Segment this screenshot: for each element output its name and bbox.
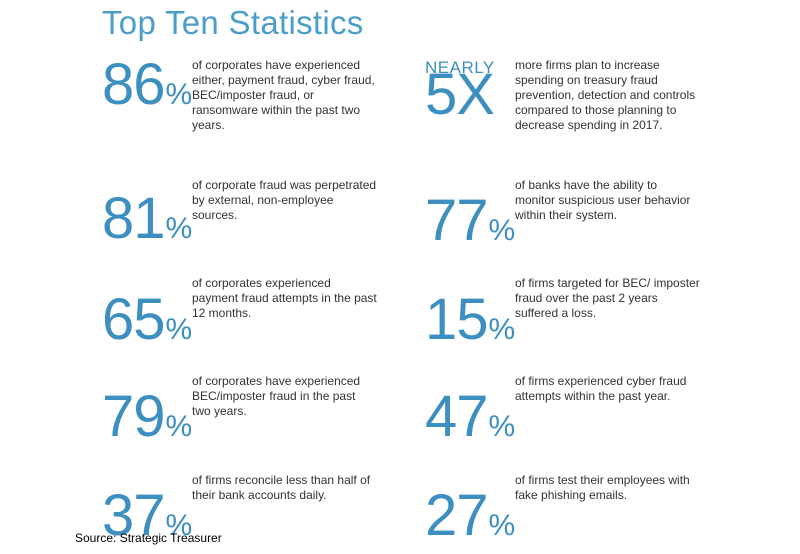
stat-item: 81% of corporate fraud was perpetrated b… [102, 178, 402, 258]
stat-description: of firms test their employees with fake … [515, 473, 690, 502]
stat-value: 65% [102, 291, 192, 349]
stat-description: of corporates experienced payment fraud … [192, 276, 377, 320]
stat-number: 79 [102, 384, 166, 449]
stat-item: 27% of firms test their employees with f… [425, 473, 725, 553]
source-credit: Source: Strategic Treasurer [75, 531, 222, 545]
stat-description: of firms targeted for BEC/ imposter frau… [515, 276, 700, 320]
stat-number: 86 [102, 52, 166, 117]
stat-unit: % [488, 509, 516, 542]
stat-value: 37% [102, 487, 192, 545]
stat-description: of corporates have experienced either, p… [192, 58, 375, 132]
stat-item: 37% of firms reconcile less than half of… [102, 473, 402, 553]
stat-description: of corporates have experienced BEC/impos… [192, 374, 361, 418]
stat-number: 77 [425, 188, 489, 253]
stat-description: more firms plan to increase spending on … [515, 58, 696, 132]
stat-description: of firms experienced cyber fraud attempt… [515, 374, 687, 403]
stat-unit: % [488, 313, 516, 346]
stat-value: 86% [102, 56, 192, 114]
stat-unit: % [165, 410, 193, 443]
stat-number: 47 [425, 384, 489, 449]
stat-unit: % [165, 313, 193, 346]
stat-value: 47% [425, 388, 515, 446]
stat-unit: % [488, 214, 516, 247]
stat-value: 79% [102, 388, 192, 446]
stat-number: 37 [102, 483, 166, 548]
stat-prefix: NEARLY [425, 58, 495, 77]
stat-item: NEARLY 5X more firms plan to increase sp… [425, 58, 725, 132]
stat-number: 81 [102, 186, 166, 251]
stat-unit: % [488, 410, 516, 443]
stat-value: 5X [425, 66, 495, 124]
stat-item: 15% of firms targeted for BEC/ imposter … [425, 276, 725, 356]
page-title: Top Ten Statistics [102, 4, 364, 41]
stat-description: of corporate fraud was perpetrated by ex… [192, 178, 377, 222]
stat-number: 15 [425, 287, 489, 352]
stat-unit: % [165, 212, 193, 245]
stat-number: 5X [425, 62, 495, 127]
stat-value: 27% [425, 487, 515, 545]
stat-number: 27 [425, 483, 489, 548]
stat-number: 65 [102, 287, 166, 352]
stat-unit: % [165, 509, 193, 542]
stat-description: of banks have the ability to monitor sus… [515, 178, 691, 222]
stat-item: 47% of firms experienced cyber fraud att… [425, 374, 725, 454]
stat-value: 77% [425, 192, 515, 250]
stat-unit: % [165, 78, 193, 111]
stat-item: 86% of corporates have experienced eithe… [102, 56, 402, 138]
stat-description: of firms reconcile less than half of the… [192, 473, 371, 502]
stat-item: 77% of banks have the ability to monitor… [425, 178, 725, 258]
stat-value: 15% [425, 291, 515, 349]
stat-value: 81% [102, 190, 192, 248]
stat-item: 79% of corporates have experienced BEC/i… [102, 374, 402, 454]
stat-item: 65% of corporates experienced payment fr… [102, 276, 402, 356]
